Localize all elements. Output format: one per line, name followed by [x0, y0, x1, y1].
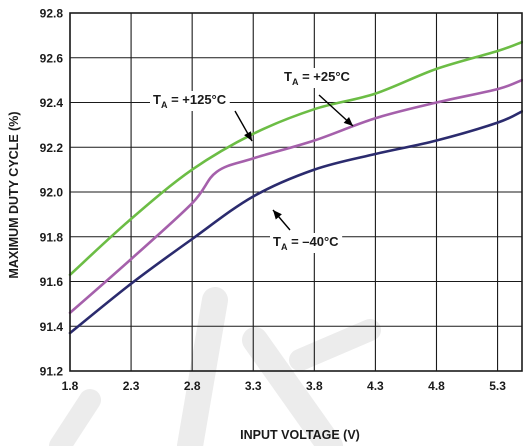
- x-tick-label: 5.3: [489, 379, 506, 393]
- watermark: [49, 287, 381, 446]
- series-125c-line: [68, 40, 523, 277]
- y-tick-label: 92.2: [40, 141, 64, 155]
- annotation-25c-arrow-head: [343, 116, 353, 126]
- tick-labels: 1.8 2.3 2.8 3.3 3.8 4.3 4.8 5.3 91.2 91.4 91.6 91.8…: [40, 7, 507, 394]
- annotation-25c: TA = +25°C: [281, 68, 354, 127]
- x-tick-label: 2.3: [123, 379, 140, 393]
- y-tick-label: 91.4: [40, 320, 64, 334]
- x-tick-label: 4.3: [367, 379, 384, 393]
- series-25c-line: [68, 78, 523, 315]
- annotation-25c-background: [281, 68, 354, 88]
- y-tick-label: 91.2: [40, 365, 64, 379]
- annotation-125c-arrow-head: [244, 131, 252, 141]
- data-curves: [68, 40, 523, 335]
- annotation-minus40c-background: [270, 233, 343, 253]
- y-axis-title: MAXIMUM DUTY CYCLE (%): [7, 111, 21, 278]
- y-tick-label: 92.4: [40, 96, 64, 110]
- y-tick-label: 92.8: [40, 7, 64, 21]
- annotation-minus40c-label: TA = –40°C: [273, 234, 339, 252]
- x-tick-label: 2.8: [184, 379, 201, 393]
- series-minus40c-line: [68, 110, 523, 335]
- x-tick-label: 4.8: [428, 379, 445, 393]
- y-tick-label: 91.6: [40, 275, 64, 289]
- y-tick-label: 91.8: [40, 230, 64, 244]
- annotation-125c-background: [150, 91, 230, 111]
- annotation-minus40c-arrow-head: [273, 210, 282, 220]
- grid: [69, 12, 522, 372]
- x-tick-label: 3.3: [245, 379, 262, 393]
- x-tick-label: 3.8: [306, 379, 323, 393]
- annotation-125c-label: TA = +125°C: [153, 92, 227, 110]
- y-tick-label: 92.0: [40, 186, 64, 200]
- x-tick-label: 1.8: [62, 379, 79, 393]
- annotation-minus40c: TA = –40°C: [270, 209, 343, 253]
- plot-frame: [69, 12, 523, 372]
- annotation-125c: TA = +125°C: [150, 91, 253, 142]
- y-tick-label: 92.6: [40, 51, 64, 65]
- annotation-25c-label: TA = +25°C: [284, 69, 351, 87]
- x-axis-title: INPUT VOLTAGE (V): [240, 428, 360, 442]
- annotations: TA = +125°C TA = +25°C TA = –40°C: [150, 68, 354, 253]
